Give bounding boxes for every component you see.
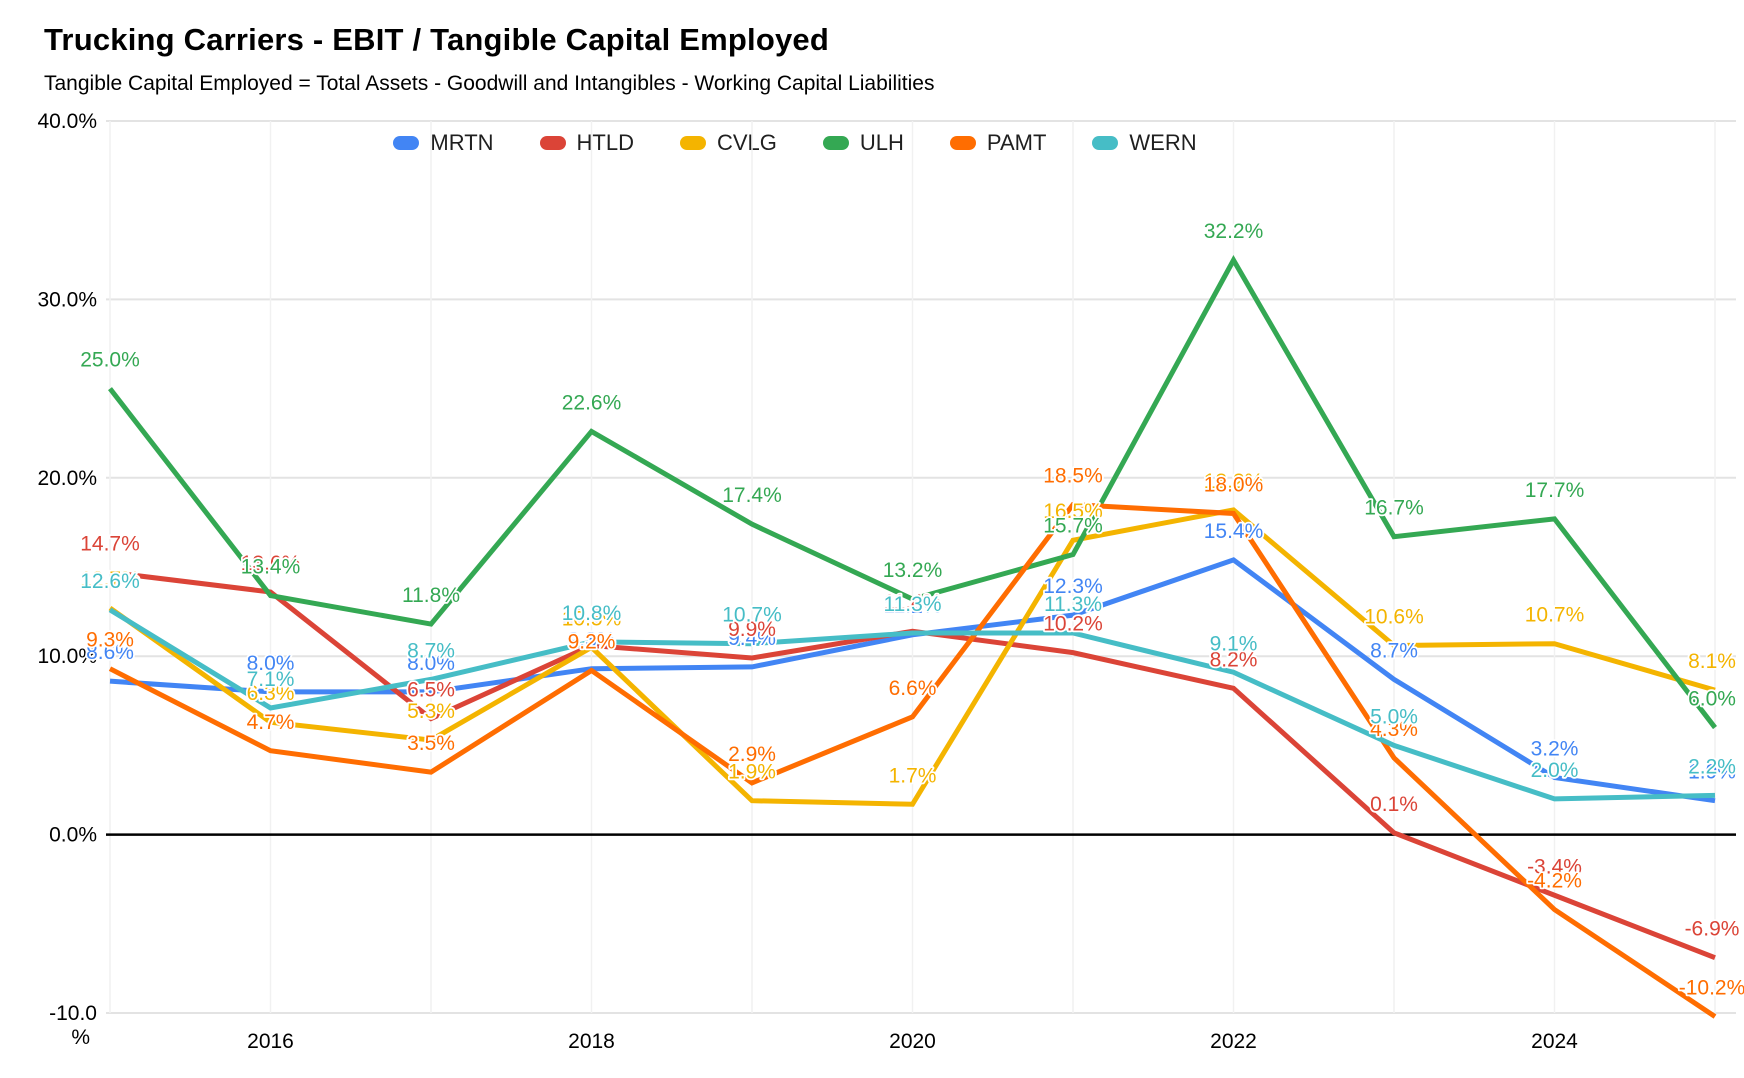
data-label-WERN-2020: 11.3% [884, 593, 942, 616]
data-label-ULH-2016: 13.4% [241, 556, 301, 579]
x-axis-tick-label: 2022 [1210, 1030, 1257, 1053]
data-label-CVLG-2023: 10.6% [1364, 605, 1424, 628]
data-label-ULH-2022: 32.2% [1204, 220, 1264, 243]
data-label-HTLD-2018: 10.6% [562, 605, 622, 628]
data-label-ULH-2017: 11.8% [402, 584, 460, 607]
data-label-CVLG-2020: 1.7% [889, 764, 937, 787]
data-label-MRTN-2023: 8.7% [1370, 639, 1418, 662]
data-label-CVLG-2019: 1.9% [728, 761, 776, 784]
series-line-WERN [108, 607, 1716, 802]
data-label-CVLG-2025: 8.1% [1688, 650, 1736, 673]
data-label-ULH-2024: 17.7% [1525, 479, 1585, 502]
data-label-WERN-2022: 9.1% [1210, 632, 1258, 655]
data-label-PAMT-2015: 9.3% [86, 629, 134, 652]
data-label-PAMT-2017: 3.5% [407, 732, 455, 755]
data-label-MRTN-2020: 11.2% [884, 595, 942, 618]
y-axis-tick-label: 30.0% [37, 288, 97, 311]
data-label-ULH-2018: 22.6% [562, 391, 622, 414]
data-label-HTLD-2017: 6.5% [407, 679, 455, 702]
data-label-ULH-2019: 17.4% [722, 484, 782, 507]
data-label-MRTN-2025: 1.9% [1688, 761, 1736, 784]
data-label-MRTN-2018: 9.3% [568, 629, 616, 652]
x-axis-tick-label: 2018 [568, 1030, 615, 1053]
data-label-HTLD-2020: 11.4% [884, 591, 942, 614]
data-label-HTLD-2015: 14.7% [80, 532, 140, 555]
data-label-CVLG-2016: 6.3% [247, 682, 295, 705]
data-label-PAMT-2016: 4.7% [247, 711, 295, 734]
data-label-HTLD-2021: 10.2% [1043, 613, 1103, 636]
data-label-PAMT-2022: 18.0% [1204, 473, 1264, 496]
data-label-HTLD-2025: -6.9% [1685, 918, 1740, 941]
data-label-ULH-2020: 13.2% [883, 559, 943, 582]
data-label-CVLG-2022: 18.2% [1204, 470, 1264, 493]
data-label-HTLD-2022: 8.2% [1210, 648, 1258, 671]
x-axis-tick-label: 2016 [247, 1030, 294, 1053]
series-line-PAMT [108, 501, 1717, 1019]
data-label-PAMT-2021: 18.5% [1043, 465, 1103, 488]
series-line-ULH [108, 255, 1717, 730]
data-label-MRTN-2019: 9.4% [728, 627, 776, 650]
data-label-ULH-2015: 25.0% [80, 349, 140, 372]
data-label-PAMT-2019: 2.9% [728, 743, 776, 766]
data-label-HTLD-2019: 9.9% [728, 618, 776, 641]
data-label-PAMT-2024: -4.2% [1527, 870, 1582, 893]
data-label-MRTN-2022: 15.4% [1204, 520, 1264, 543]
data-label-WERN-2017: 8.7% [407, 639, 455, 662]
data-label-CVLG-2018: 10.5% [562, 607, 622, 630]
data-label-PAMT-2025: -10.2% [1679, 977, 1744, 1000]
data-label-MRTN-2015: 8.6% [86, 641, 134, 664]
data-label-CVLG-2024: 10.7% [1525, 604, 1585, 627]
data-label-CVLG-2017: 5.3% [407, 700, 455, 723]
data-label-ULH-2025: 6.0% [1688, 688, 1736, 711]
data-label-ULH-2023: 16.7% [1364, 497, 1424, 520]
x-axis-tick-label: 2020 [889, 1030, 936, 1053]
y-axis-tick-label: 40.0% [37, 110, 97, 133]
data-label-PAMT-2018: 9.2% [568, 630, 616, 653]
data-label-MRTN-2016: 8.0% [247, 652, 295, 675]
series-line-CVLG [108, 507, 1716, 807]
data-label-WERN-2018: 10.8% [562, 602, 622, 625]
data-label-WERN-2015: 12.6% [80, 570, 140, 593]
y-axis-tick-label: 0.0% [49, 824, 97, 847]
data-label-WERN-2025: 2.2% [1688, 755, 1736, 778]
data-label-ULH-2021: 15.7% [1043, 515, 1103, 538]
chart-subtitle: Tangible Capital Employed = Total Assets… [44, 72, 935, 95]
data-label-CVLG-2015: 12.7% [80, 568, 140, 591]
data-label-WERN-2016: 7.1% [247, 668, 295, 691]
x-axis-tick-label: 2024 [1531, 1030, 1578, 1053]
data-label-MRTN-2024: 3.2% [1531, 738, 1579, 761]
data-label-WERN-2024: 2.0% [1531, 759, 1579, 782]
data-label-PAMT-2020: 6.6% [889, 677, 937, 700]
data-label-MRTN-2021: 12.3% [1043, 575, 1103, 598]
data-label-HTLD-2024: -3.4% [1527, 855, 1582, 878]
y-axis-tick-label: 20.0% [37, 467, 97, 490]
data-label-HTLD-2016: 13.6% [241, 552, 301, 575]
chart-title: Trucking Carriers - EBIT / Tangible Capi… [44, 22, 829, 57]
data-label-MRTN-2017: 8.0% [407, 652, 455, 675]
data-label-WERN-2019: 10.7% [722, 604, 782, 627]
data-label-CVLG-2021: 16.5% [1043, 500, 1103, 523]
data-label-HTLD-2023: 0.1% [1370, 793, 1418, 816]
data-label-WERN-2021: 11.3% [1044, 593, 1102, 616]
data-label-WERN-2023: 5.0% [1370, 705, 1418, 728]
y-axis-tick-label: -10.0% [49, 1002, 97, 1049]
y-axis-tick-label: 10.0% [37, 645, 97, 668]
data-label-PAMT-2023: 4.3% [1370, 718, 1418, 741]
